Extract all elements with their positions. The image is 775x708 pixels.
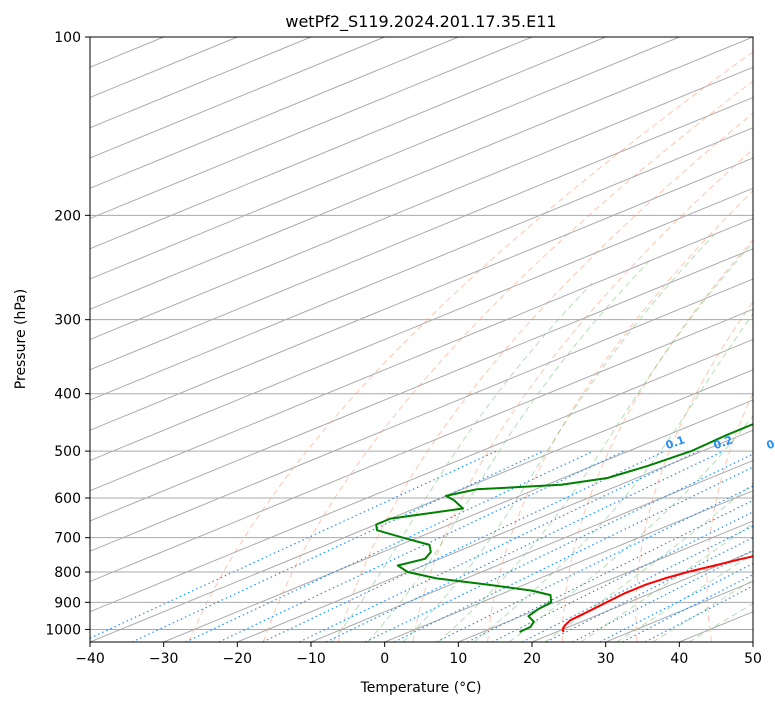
x-tick-label: 40 <box>670 651 688 667</box>
mixing-ratio-line <box>365 453 753 642</box>
mixing-ratio-label: 0.2 <box>712 433 735 452</box>
isotherm-gridline <box>237 429 753 642</box>
isotherm-gridline <box>90 369 753 642</box>
y-tick-label: 1000 <box>45 622 81 638</box>
mixing-ratio-line <box>131 450 544 642</box>
background-lines <box>90 37 753 642</box>
moist-adiabat <box>473 312 753 642</box>
isotherm-gridline <box>90 157 753 431</box>
isotherm-gridline <box>90 37 680 280</box>
dry-adiabat <box>635 301 753 642</box>
moist-adiabat <box>509 414 753 642</box>
isotherm-gridline <box>90 248 753 522</box>
profile-lines <box>375 423 753 633</box>
chart-title: wetPf2_S119.2024.201.17.35.E11 <box>285 12 556 32</box>
isotherm-gridline <box>163 399 753 642</box>
mixing-ratio-line <box>572 549 753 642</box>
y-axis-label: Pressure (hPa) <box>13 289 29 389</box>
isotherm-gridline <box>310 459 753 642</box>
mixing-ratio-line <box>185 450 594 642</box>
moist-adiabat <box>580 522 753 642</box>
isotherm-gridline <box>90 278 753 552</box>
moist-adiabat <box>402 233 716 642</box>
isotherm-gridline <box>90 37 385 159</box>
moist-adiabat <box>331 282 593 642</box>
isotherm-gridline <box>90 66 753 341</box>
x-tick-label: −10 <box>296 651 326 667</box>
isotherm-gridline <box>90 96 753 371</box>
x-tick-label: 0 <box>380 651 389 667</box>
dry-adiabat <box>561 239 753 642</box>
x-tick-label: 30 <box>597 651 615 667</box>
y-tick-label: 700 <box>54 531 81 547</box>
y-tick-label: 100 <box>54 30 81 46</box>
moist-adiabat <box>367 256 654 642</box>
mixing-ratio-line <box>262 450 665 642</box>
dewpoint-profile-line <box>375 423 753 633</box>
x-axis-label: Temperature (°C) <box>360 680 482 696</box>
isotherm-gridline <box>90 187 753 462</box>
mixing-ratio-line <box>644 585 753 642</box>
moist-adiabat <box>438 241 753 642</box>
x-tick-label: −30 <box>149 651 179 667</box>
dry-adiabat <box>263 80 753 642</box>
mixing-ratio-line <box>436 485 753 642</box>
plot-frame <box>89 36 754 643</box>
x-tick-label: 50 <box>744 651 762 667</box>
x-tick-label: −20 <box>223 651 253 667</box>
y-tick-label: 900 <box>54 595 81 611</box>
mixing-ratio-line <box>599 562 753 642</box>
isotherm-gridline <box>90 37 459 189</box>
y-tick-label: 300 <box>54 313 81 329</box>
isotherm-gridline <box>90 217 753 492</box>
isotherm-gridline <box>90 127 753 401</box>
x-tick-label: 10 <box>449 651 467 667</box>
isotherm-gridline <box>90 37 533 220</box>
mixing-ratio-line <box>298 450 699 642</box>
contour-labels: 0.10.20.40.611.52346810131620253036-100-… <box>664 433 775 452</box>
dry-adiabat <box>337 112 753 642</box>
mixing-ratio-label: 0.4 <box>765 433 775 452</box>
y-tick-label: 200 <box>54 208 81 224</box>
isotherm-gridline <box>384 490 753 642</box>
y-tick-label: 400 <box>54 387 81 403</box>
axis-ticks: −40 −30 −20 −10 0 10 20 30 40 50 1000 900 800 700 600 5… <box>45 30 762 667</box>
x-tick-label: −40 <box>75 651 105 667</box>
x-tick-label: 20 <box>523 651 541 667</box>
y-tick-label: 500 <box>54 444 81 460</box>
mixing-ratio-line <box>218 450 625 642</box>
y-tick-label: 800 <box>54 565 81 581</box>
mixing-ratio-label: 0.1 <box>664 433 687 452</box>
isotherm-gridline <box>458 520 753 642</box>
isotherm-gridline <box>90 37 606 250</box>
isotherm-gridline <box>90 308 753 583</box>
y-tick-label: 600 <box>54 491 81 507</box>
mixing-ratio-line <box>467 499 753 642</box>
isotherm-gridline <box>90 37 753 310</box>
temperature-profile-line <box>561 555 753 633</box>
